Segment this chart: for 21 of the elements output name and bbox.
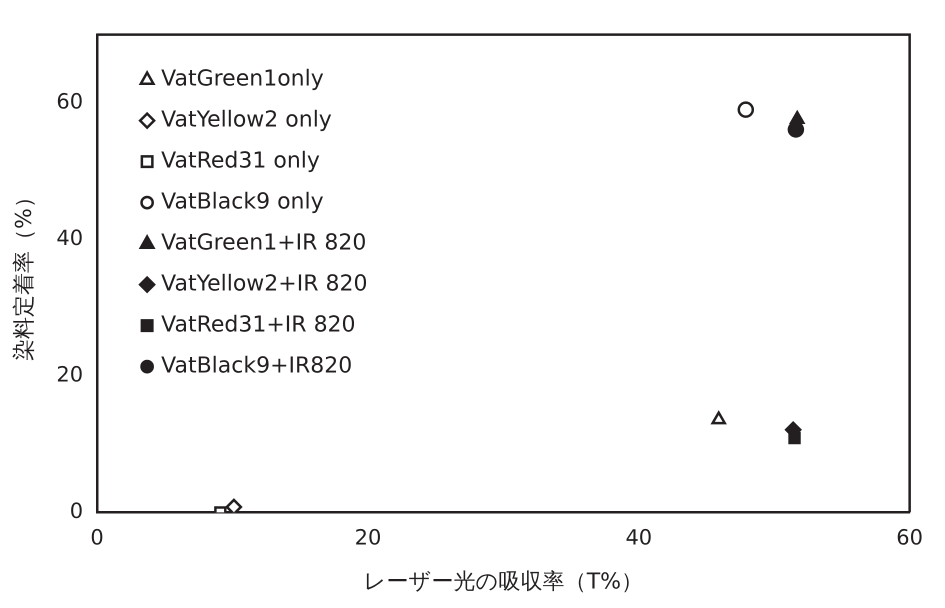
x-tick-label: 20 bbox=[354, 525, 382, 550]
y-tick-label: 40 bbox=[56, 226, 84, 250]
legend-label: VatYellow2+IR 820 bbox=[161, 271, 368, 296]
point bbox=[711, 411, 726, 424]
legend-label: VatRed31 only bbox=[161, 148, 320, 174]
y-tick-label: 60 bbox=[56, 89, 84, 114]
point bbox=[226, 498, 242, 512]
y-axis-title: 染料定着率（%） bbox=[12, 186, 37, 361]
legend-label: VatBlack9+IR820 bbox=[161, 353, 352, 378]
legend-label: VatGreen1only bbox=[161, 66, 324, 92]
legend-label: VatBlack9 only bbox=[161, 189, 324, 214]
y-tick-label: 20 bbox=[56, 362, 84, 386]
x-axis-title: レーザー光の吸収率（T%） bbox=[364, 570, 644, 595]
y-tick-label: 0 bbox=[70, 498, 84, 523]
legend-label: VatYellow2 only bbox=[161, 107, 332, 132]
legend-label: VatRed31+IR 820 bbox=[161, 312, 356, 338]
x-tick-label: 60 bbox=[896, 525, 924, 550]
point bbox=[738, 101, 754, 118]
legend-label: VatGreen1+IR 820 bbox=[161, 230, 366, 256]
x-tick-label: 0 bbox=[90, 525, 104, 550]
x-tick-label: 40 bbox=[625, 525, 652, 550]
